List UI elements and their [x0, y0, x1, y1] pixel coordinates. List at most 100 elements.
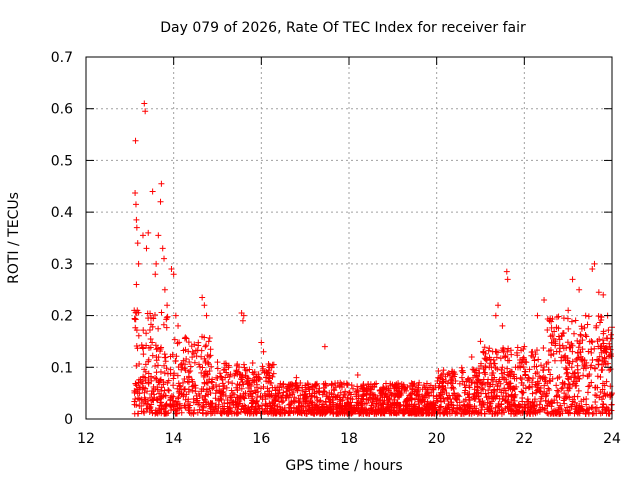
data-point — [240, 312, 247, 319]
data-point — [183, 355, 190, 362]
data-point — [513, 375, 520, 382]
data-point — [600, 347, 607, 354]
data-point — [155, 325, 162, 332]
data-point — [235, 364, 242, 371]
data-point — [191, 407, 198, 414]
data-point — [332, 384, 339, 391]
data-point — [550, 350, 557, 357]
data-point — [557, 402, 564, 409]
data-point — [203, 342, 210, 349]
data-point — [132, 380, 139, 387]
data-point — [161, 370, 168, 377]
data-point — [140, 384, 147, 391]
data-point — [564, 375, 571, 382]
data-point — [235, 403, 242, 410]
data-point — [270, 370, 277, 377]
data-point — [133, 281, 140, 288]
data-point — [605, 410, 612, 417]
data-point — [293, 374, 300, 381]
data-point — [597, 319, 604, 326]
data-point — [571, 369, 578, 376]
y-tick-label: 0.5 — [51, 153, 73, 169]
data-point — [182, 386, 189, 393]
data-point — [289, 383, 296, 390]
data-point — [190, 382, 197, 389]
data-point — [223, 384, 230, 391]
data-point — [574, 366, 581, 373]
data-point — [600, 328, 607, 335]
data-point — [553, 393, 560, 400]
data-point — [466, 382, 473, 389]
data-point — [299, 384, 306, 391]
data-point — [536, 373, 543, 380]
data-point — [188, 343, 195, 350]
data-point — [373, 400, 380, 407]
data-point — [477, 379, 484, 386]
y-tick-label: 0.7 — [51, 50, 73, 66]
data-point — [481, 344, 488, 351]
data-point — [543, 392, 550, 399]
data-point — [190, 350, 197, 357]
data-point — [246, 407, 253, 414]
data-point — [147, 394, 154, 401]
data-point — [519, 356, 526, 363]
data-point — [260, 348, 267, 355]
data-point — [207, 389, 214, 396]
data-point — [565, 410, 572, 417]
data-point — [302, 392, 309, 399]
data-point — [249, 359, 256, 366]
data-point — [555, 325, 562, 332]
data-point — [241, 402, 248, 409]
data-point — [489, 381, 496, 388]
data-point — [549, 315, 556, 322]
data-point — [305, 385, 312, 392]
data-point — [354, 383, 361, 390]
axis-ticks: 0 0.1 0.2 0.3 0.4 0.5 0.6 0.7 12 14 16 18 20 22 24 — [51, 50, 621, 447]
data-point — [495, 403, 502, 410]
data-point — [499, 322, 506, 329]
data-point — [133, 402, 140, 409]
data-point — [335, 392, 342, 399]
data-point — [576, 286, 583, 293]
data-point — [195, 401, 202, 408]
data-point — [489, 394, 496, 401]
data-point — [280, 398, 287, 405]
data-point — [135, 309, 142, 316]
data-point — [608, 407, 615, 414]
data-point — [589, 356, 596, 363]
data-point — [451, 390, 458, 397]
data-point — [603, 346, 610, 353]
data-point — [563, 370, 570, 377]
data-point — [531, 363, 538, 370]
data-point — [421, 384, 428, 391]
data-point — [491, 360, 498, 367]
data-point — [478, 360, 485, 367]
data-point — [343, 382, 350, 389]
data-point — [594, 373, 601, 380]
data-point — [140, 399, 147, 406]
data-point — [393, 384, 400, 391]
data-point — [468, 353, 475, 360]
data-point — [254, 388, 261, 395]
data-point — [321, 343, 328, 350]
data-point — [164, 379, 171, 386]
data-point — [140, 408, 147, 415]
data-point — [569, 358, 576, 365]
data-point — [578, 323, 585, 330]
data-point — [499, 347, 506, 354]
data-point — [367, 397, 374, 404]
data-point — [292, 408, 299, 415]
data-point — [141, 100, 148, 107]
data-point — [206, 335, 213, 342]
data-point — [190, 399, 197, 406]
data-point — [525, 384, 532, 391]
data-point — [344, 401, 351, 408]
data-point — [239, 379, 246, 386]
data-point — [253, 384, 260, 391]
data-point — [331, 387, 338, 394]
data-point — [505, 408, 512, 415]
data-point — [176, 339, 183, 346]
data-point — [471, 380, 478, 387]
data-point — [165, 387, 172, 394]
